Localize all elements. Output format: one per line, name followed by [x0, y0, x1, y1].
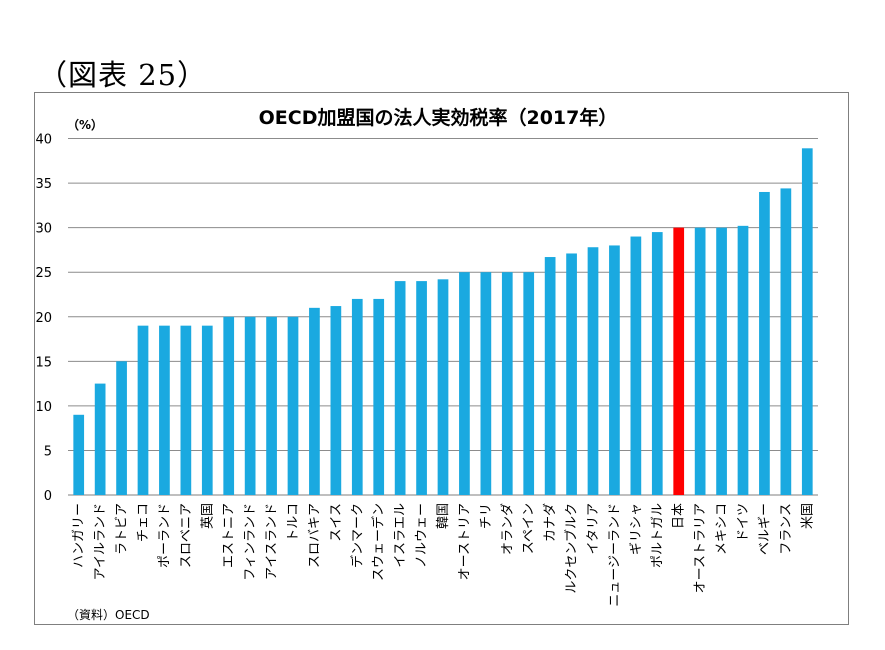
bar-33: [780, 188, 792, 495]
x-category-label: アイルランド: [93, 503, 108, 580]
y-tick-label: 35: [35, 177, 52, 192]
figure-label: （図表 25）: [38, 58, 208, 92]
y-tick-label: 5: [44, 444, 52, 459]
x-category-label: フランス: [779, 503, 794, 555]
y-tick-label: 25: [35, 266, 52, 281]
x-category-label: オーストリア: [457, 503, 472, 580]
bar-21: [523, 272, 535, 495]
x-category-label: アイスランド: [265, 503, 280, 580]
y-tick-label: 15: [35, 355, 52, 370]
x-category-label: エストニア: [222, 503, 237, 568]
x-category-label: イタリア: [586, 503, 601, 554]
x-category-label: スイス: [329, 503, 344, 542]
y-tick-label: 30: [35, 222, 52, 237]
x-category-label: ニュージーランド: [607, 503, 622, 607]
bar-25: [609, 245, 620, 495]
bar-5: [180, 325, 192, 495]
bar-32: [759, 191, 770, 495]
x-category-label: オランダ: [500, 503, 515, 555]
bar-24: [587, 247, 599, 495]
chart-title: OECD加盟国の法人実効税率（2017年）: [259, 106, 618, 129]
bar-12: [330, 306, 342, 495]
x-category-label: 日本: [672, 503, 687, 529]
x-category-label: ルクセンブルク: [564, 503, 580, 594]
x-category-label: カナダ: [543, 503, 558, 542]
bar-30: [716, 227, 727, 495]
x-category-label: 米国: [800, 503, 815, 529]
bar-23: [566, 253, 577, 495]
x-category-label: チリ: [479, 503, 494, 529]
y-tick-label: 0: [44, 489, 52, 504]
y-tick-label: 20: [35, 311, 52, 326]
bar-8: [244, 316, 256, 495]
bar-34: [801, 148, 813, 495]
x-category-label: スロベニア: [179, 503, 194, 568]
x-category-label: メキシコ: [715, 503, 730, 555]
bar-0: [73, 414, 85, 495]
x-category-label: スペイン: [522, 503, 537, 554]
bar-9: [266, 316, 277, 495]
x-category-label: イスラエル: [393, 503, 408, 568]
bar-29: [694, 227, 706, 495]
bar-16: [416, 281, 427, 495]
bar-22: [544, 257, 556, 495]
gridlines: [68, 138, 818, 496]
bar-11: [309, 307, 320, 495]
bar-14: [373, 298, 385, 495]
x-category-label: ドイツ: [736, 503, 751, 542]
chart-frame: [34, 92, 849, 625]
x-category-label: チェコ: [136, 503, 151, 542]
x-category-label: ハンガリー: [72, 503, 87, 568]
x-category-label: ベルギー: [757, 503, 772, 555]
x-category-label: トルコ: [286, 503, 301, 542]
bar-1: [94, 383, 106, 495]
bar-31: [737, 225, 749, 495]
bar-28: [673, 227, 685, 495]
x-category-labels: ハンガリー アイルランド ラトビア チェコ ポーランド スロベニア 英国 エストニア フィンラン…: [72, 503, 816, 607]
y-tick-labels: 0 5 10 15 20 25 30 35 40: [35, 133, 52, 505]
bar-7: [223, 316, 235, 495]
x-category-label: ポルトガル: [650, 503, 665, 568]
bar-19: [480, 272, 492, 495]
x-category-label: ノルウェー: [415, 503, 430, 568]
x-category-label: ギリシャ: [629, 503, 644, 555]
bar-27: [651, 232, 663, 496]
bar-15: [394, 281, 406, 495]
bar-20: [501, 272, 513, 495]
bar-4: [159, 325, 170, 495]
x-category-label: ポーランド: [157, 503, 172, 568]
bar-26: [630, 236, 642, 495]
bars: [73, 148, 813, 496]
bar-17: [437, 279, 449, 495]
y-tick-label: 40: [35, 133, 52, 148]
bar-10: [287, 316, 299, 495]
bar-3: [137, 325, 149, 495]
source-note: （資料）OECD: [67, 608, 150, 622]
x-category-label: フィンランド: [243, 503, 258, 581]
x-category-label: 英国: [200, 503, 215, 529]
bar-13: [351, 298, 363, 495]
x-category-label: スロバキア: [307, 503, 322, 568]
bar-18: [459, 272, 470, 495]
x-category-label: オーストラリア: [693, 503, 708, 593]
bar-2: [116, 361, 127, 495]
y-tick-label: 10: [35, 400, 52, 415]
x-category-label: ラトビア: [115, 503, 130, 555]
x-category-label: スウェーデン: [371, 503, 387, 581]
bar-6: [201, 325, 213, 495]
y-unit-label: （%）: [67, 117, 103, 132]
x-category-label: 韓国: [436, 503, 451, 529]
x-category-label: デンマーク: [349, 503, 365, 568]
